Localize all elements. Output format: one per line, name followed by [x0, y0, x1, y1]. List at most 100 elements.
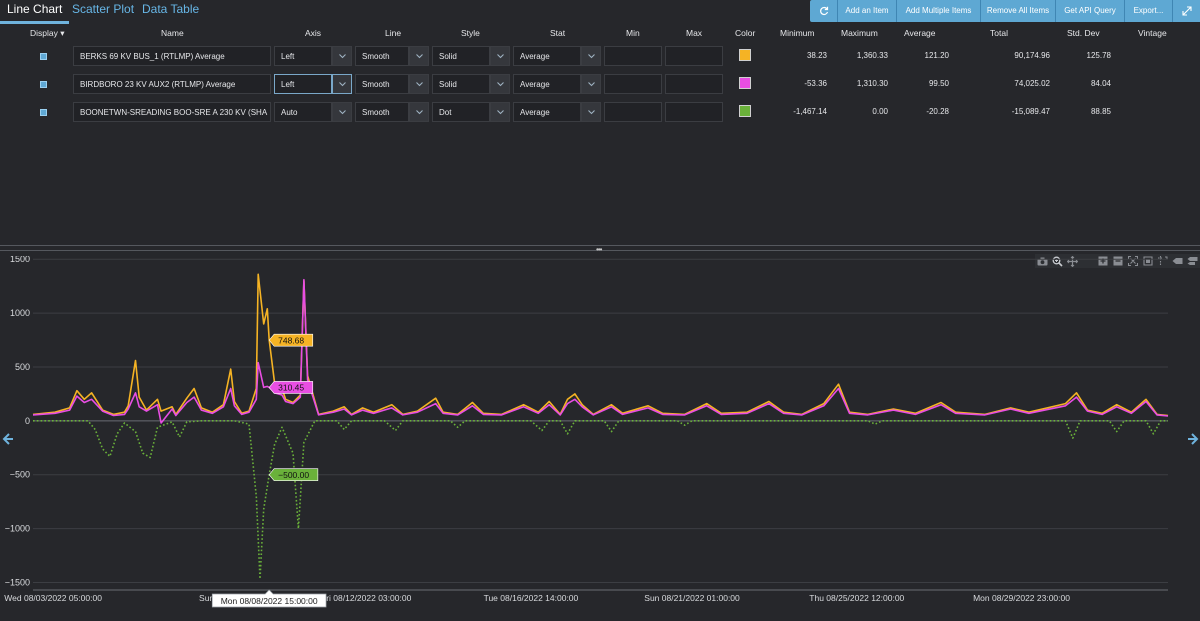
hover-x-label-text: Mon 08/08/2022 15:00:00 — [221, 596, 318, 606]
maximum-value: 0.00 — [872, 107, 888, 116]
style-dropdown[interactable] — [490, 74, 510, 94]
total-value: -15,089.47 — [1011, 107, 1050, 116]
name-field[interactable]: BERKS 69 KV BUS_1 (RTLMP) Average — [73, 46, 271, 66]
add-item-button[interactable]: Add an Item — [837, 0, 896, 22]
hover-label-text: 748.68 — [278, 335, 304, 345]
toolbar: Add an Item Add Multiple Items Remove Al… — [810, 0, 1200, 22]
header-vintage: Vintage — [1138, 28, 1167, 38]
tab-line-chart[interactable]: Line Chart — [0, 1, 70, 24]
spike-lines-icon[interactable] — [1155, 254, 1170, 268]
stat-dropdown[interactable] — [581, 102, 601, 122]
stat-select[interactable]: Average — [513, 102, 581, 122]
color-swatch[interactable] — [739, 49, 751, 61]
y-tick-label: −1500 — [5, 577, 30, 587]
x-tick-label: Mon 08/29/2022 23:00:00 — [973, 593, 1070, 603]
x-tick-label: Tue 08/16/2022 14:00:00 — [484, 593, 579, 603]
display-checkbox[interactable] — [40, 81, 47, 88]
display-checkbox[interactable] — [40, 109, 47, 116]
line-select[interactable]: Smooth — [355, 46, 409, 66]
display-checkbox[interactable] — [40, 53, 47, 60]
color-swatch[interactable] — [739, 77, 751, 89]
add-multiple-items-button[interactable]: Add Multiple Items — [896, 0, 980, 22]
hover-label-box — [268, 381, 314, 394]
y-tick-label: 1000 — [10, 308, 30, 318]
std-dev-value: 125.78 — [1086, 51, 1111, 60]
line-chart[interactable]: 1500 1000 500 0 −500 −1000 −1500 Wed 08/03/202… — [0, 256, 1200, 621]
refresh-button[interactable] — [810, 0, 837, 22]
x-tick-label: Fri 08/12/2022 03:00:00 — [321, 593, 412, 603]
line-select[interactable]: Smooth — [355, 102, 409, 122]
style-dropdown[interactable] — [490, 102, 510, 122]
tab-data-table[interactable]: Data Table — [142, 2, 200, 16]
y-tick-label: 500 — [15, 362, 30, 372]
header-display[interactable]: Display ▾ — [30, 28, 65, 39]
stat-select[interactable]: Average — [513, 74, 581, 94]
hover-closest-icon[interactable] — [1170, 254, 1185, 268]
export-button[interactable]: Export... — [1124, 0, 1172, 22]
hover-x-label-box — [211, 589, 327, 608]
total-value: 74,025.02 — [1014, 79, 1050, 88]
vintage-value — [1120, 74, 1160, 94]
axis-select[interactable]: Left — [274, 46, 332, 66]
line-dropdown[interactable] — [409, 102, 429, 122]
axis-dropdown[interactable] — [332, 102, 352, 122]
min-field[interactable] — [604, 46, 662, 66]
header-max: Max — [686, 28, 703, 38]
chevron-down-icon — [497, 110, 504, 115]
name-field[interactable]: BIRDBORO 23 KV AUX2 (RTLMP) Average — [73, 74, 271, 94]
max-field[interactable] — [665, 74, 723, 94]
hover-label: 748.68 — [268, 333, 314, 347]
line-select[interactable]: Smooth — [355, 74, 409, 94]
chevron-down-icon — [497, 54, 504, 59]
scroll-right-button[interactable] — [1187, 432, 1199, 446]
camera-icon[interactable] — [1035, 254, 1050, 268]
zoom-icon[interactable] — [1050, 254, 1065, 268]
min-field[interactable] — [604, 74, 662, 94]
min-field[interactable] — [604, 102, 662, 122]
name-field[interactable]: BOONETWN-SREADING BOO-SRE A 230 KV (SHA — [73, 102, 271, 122]
pan-icon[interactable] — [1065, 254, 1080, 268]
stat-dropdown[interactable] — [581, 46, 601, 66]
hover-label-text: −500.00 — [278, 470, 309, 480]
header-line: Line — [385, 28, 402, 38]
arrow-left-icon — [2, 433, 13, 445]
vintage-value — [1120, 46, 1160, 66]
axis-dropdown[interactable] — [332, 46, 352, 66]
stat-dropdown[interactable] — [581, 74, 601, 94]
x-tick-label: Sun 08/21/2022 01:00:00 — [644, 593, 740, 603]
style-select[interactable]: Dot — [432, 102, 490, 122]
average-value: 121.20 — [924, 51, 949, 60]
header-total: Total — [990, 28, 1008, 38]
axis-select[interactable]: Auto — [274, 102, 332, 122]
zoom-out-icon[interactable] — [1110, 254, 1125, 268]
reset-axes-icon[interactable] — [1140, 254, 1155, 268]
scroll-left-button[interactable] — [2, 432, 14, 446]
series-line-1 — [32, 278, 1169, 424]
header-stat: Stat — [550, 28, 566, 38]
stat-select[interactable]: Average — [513, 46, 581, 66]
style-dropdown[interactable] — [490, 46, 510, 66]
hover-label: 310.45 — [268, 381, 314, 394]
hover-compare-icon[interactable] — [1185, 254, 1200, 268]
drag-handle-icon[interactable]: ••• — [596, 245, 602, 254]
max-field[interactable] — [665, 102, 723, 122]
header-maximum: Maximum — [841, 28, 878, 38]
autoscale-icon[interactable] — [1125, 254, 1140, 268]
hover-x-label: Mon 08/08/2022 15:00:00 — [211, 589, 327, 608]
style-select[interactable]: Solid — [432, 74, 490, 94]
max-field[interactable] — [665, 46, 723, 66]
chevron-down-icon — [416, 82, 423, 87]
series-line-2 — [33, 420, 1168, 580]
line-dropdown[interactable] — [409, 74, 429, 94]
get-api-query-button[interactable]: Get API Query — [1055, 0, 1124, 22]
style-select[interactable]: Solid — [432, 46, 490, 66]
tab-scatter-plot[interactable]: Scatter Plot — [72, 2, 135, 16]
remove-all-items-button[interactable]: Remove All Items — [980, 0, 1055, 22]
panel-splitter[interactable]: ••• — [0, 245, 1200, 254]
expand-button[interactable] — [1172, 0, 1200, 22]
color-swatch[interactable] — [739, 105, 751, 117]
axis-dropdown[interactable] — [332, 74, 352, 94]
header-std-dev: Std. Dev — [1067, 28, 1100, 38]
axis-select[interactable]: Left — [274, 74, 332, 94]
line-dropdown[interactable] — [409, 46, 429, 66]
